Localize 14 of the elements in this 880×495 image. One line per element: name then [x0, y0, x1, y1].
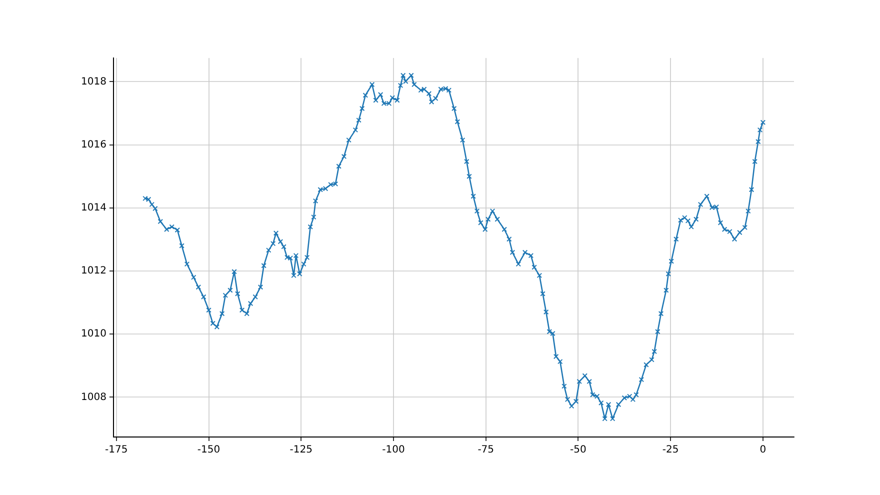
- x-tick-label: -50: [570, 444, 586, 456]
- x-tick-label: -75: [478, 444, 494, 456]
- y-tick-label: 1018: [80, 76, 106, 88]
- y-tick-label: 1010: [80, 328, 106, 340]
- x-tick-label: -125: [290, 444, 312, 456]
- y-tick-label: 1008: [80, 392, 106, 403]
- y-tick-label: 1014: [80, 202, 106, 214]
- x-tick-label: 0: [760, 444, 766, 456]
- x-tick-label: -100: [382, 444, 405, 456]
- x-tick-label: -25: [662, 444, 679, 456]
- x-tick-label: -175: [105, 444, 128, 456]
- x-tick-label: -150: [197, 444, 220, 456]
- y-tick-label: 1012: [80, 266, 106, 277]
- y-tick-label: 1016: [80, 139, 106, 150]
